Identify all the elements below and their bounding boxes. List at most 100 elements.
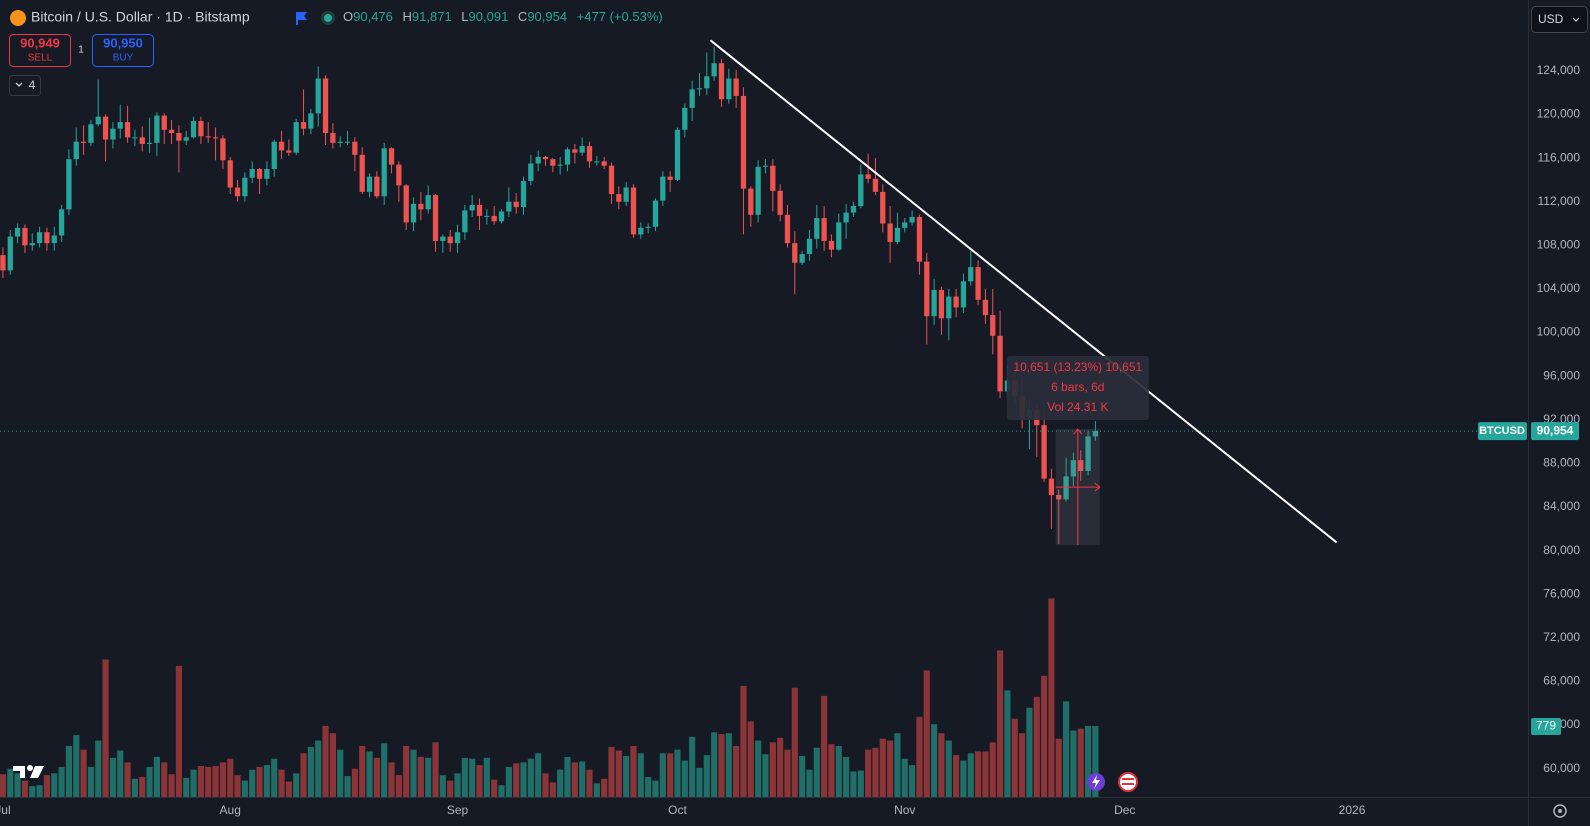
candle-body xyxy=(425,195,431,210)
volume-bar xyxy=(14,773,21,797)
country-icon[interactable] xyxy=(1118,772,1138,792)
buy-label[interactable]: BUY xyxy=(113,53,134,64)
ohlc-key: H xyxy=(403,9,412,24)
volume-bar xyxy=(293,773,300,797)
candle-body xyxy=(528,163,534,181)
sell-box[interactable] xyxy=(9,34,71,67)
candle-body xyxy=(36,232,43,244)
volume-bar xyxy=(762,754,769,797)
volume-bar xyxy=(821,695,828,797)
candle-body xyxy=(630,187,637,235)
candle-body xyxy=(205,136,211,138)
candle-body xyxy=(586,146,593,162)
indicators-box[interactable] xyxy=(9,75,41,96)
candle-body xyxy=(264,168,270,179)
candle-body xyxy=(652,200,659,227)
x-tick-label: Nov xyxy=(894,803,915,817)
volume-bar xyxy=(894,733,901,797)
volume-bar xyxy=(945,740,952,797)
candle-body xyxy=(836,222,842,250)
candle-body xyxy=(0,255,6,271)
candle-body xyxy=(242,177,248,197)
y-tick-label: 84,000 xyxy=(1543,499,1580,513)
sell-price[interactable]: 90,949 xyxy=(20,35,60,50)
volume-bar xyxy=(696,767,703,797)
volume-bar xyxy=(498,785,505,797)
status-dot xyxy=(324,14,332,22)
candle-body xyxy=(359,154,365,192)
measure-arrowhead xyxy=(1073,428,1083,435)
volume-bar xyxy=(381,743,388,797)
buy-box[interactable] xyxy=(92,34,154,67)
candle-body xyxy=(770,165,776,191)
candle-body xyxy=(887,223,893,243)
logo[interactable] xyxy=(13,765,44,778)
sell-label[interactable]: SELL xyxy=(28,53,53,64)
y-tick-label: 72,000 xyxy=(1543,630,1580,644)
currency-label[interactable]: USD xyxy=(1538,12,1564,26)
indicators-count[interactable]: 4 xyxy=(29,78,36,92)
symbol-title[interactable]: Bitcoin / U.S. Dollar · 1D · Bitstamp xyxy=(31,9,250,25)
measure-text: Vol 24.31 K xyxy=(1047,400,1108,414)
volume-bar xyxy=(997,650,1004,797)
quantity[interactable]: 1 xyxy=(78,45,84,56)
volume-bar xyxy=(322,725,329,797)
ohlc-key: O xyxy=(343,9,353,24)
indicators-toggle[interactable]: 4 xyxy=(9,75,41,96)
volume-bar xyxy=(681,760,688,797)
candle-body xyxy=(7,236,13,271)
candle-body xyxy=(410,203,417,223)
buy-button[interactable]: 90,950 BUY xyxy=(92,34,154,67)
y-tick-label: 68,000 xyxy=(1543,674,1580,688)
candle-body xyxy=(29,243,35,246)
flag-icon[interactable] xyxy=(296,12,307,25)
volume-bar xyxy=(219,762,226,797)
volume-bar xyxy=(395,775,402,797)
candle-body xyxy=(520,180,527,208)
volume-bar xyxy=(513,763,520,797)
volume-bar xyxy=(329,733,336,797)
volume-bar xyxy=(791,687,798,797)
logo-part xyxy=(13,766,25,778)
candle-body xyxy=(344,141,351,143)
candle-body xyxy=(755,166,761,215)
candle-body xyxy=(960,281,967,308)
measure-text: 10,651 (13.23%) 10,651 xyxy=(1013,360,1142,374)
volume-bar xyxy=(755,740,762,797)
volume-bar xyxy=(1070,730,1077,797)
sell-button[interactable]: 90,949 SELL xyxy=(9,34,71,67)
volume-bar xyxy=(461,757,468,797)
candle-body xyxy=(594,161,600,163)
volume-bar xyxy=(1004,690,1011,797)
volume-bar xyxy=(623,756,630,797)
volume-bar xyxy=(967,753,974,797)
volume-bar xyxy=(557,769,564,797)
candle-body xyxy=(814,218,820,239)
volume-bar xyxy=(527,758,534,797)
candle-body xyxy=(821,218,827,241)
volume-bar xyxy=(1026,707,1033,797)
volume-bar xyxy=(725,733,732,797)
settings-icon[interactable] xyxy=(1553,804,1567,818)
volume-bar xyxy=(645,776,652,797)
event-icon-glyph xyxy=(1092,775,1100,789)
candle-body xyxy=(513,201,519,208)
candle-body xyxy=(806,238,813,255)
volume-bar xyxy=(285,781,292,797)
volume-bar xyxy=(520,762,527,797)
candle-body xyxy=(872,178,879,192)
candle-body xyxy=(674,129,681,180)
buy-price[interactable]: 90,950 xyxy=(103,35,143,50)
ohlc-value: 90,091 xyxy=(469,9,509,24)
currency-box[interactable] xyxy=(1531,6,1588,33)
currency-button[interactable]: USD xyxy=(1531,6,1588,33)
volume-bar xyxy=(0,774,7,797)
volume-bar xyxy=(1077,728,1084,797)
volume-bar xyxy=(153,756,160,797)
y-tick-label: 116,000 xyxy=(1538,150,1581,164)
candle-body xyxy=(799,254,805,263)
volume-bar xyxy=(916,716,923,797)
candle-body xyxy=(953,296,959,308)
volume-bar xyxy=(975,751,982,797)
volume-bar xyxy=(7,768,14,797)
